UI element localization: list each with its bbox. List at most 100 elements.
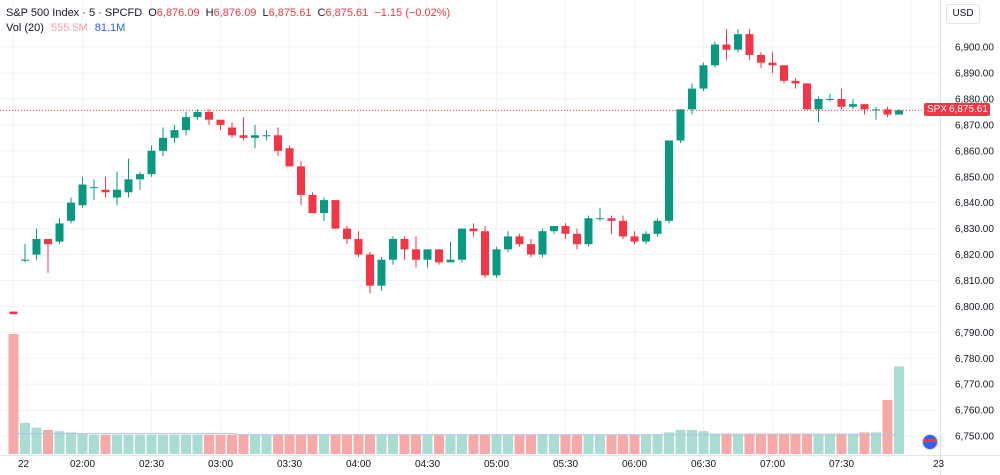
- y-tick-label: 6,790.00: [955, 328, 994, 339]
- volume-bar: [215, 434, 226, 454]
- y-tick-label: 6,850.00: [955, 172, 994, 183]
- volume-bar: [261, 434, 272, 454]
- volume-bar: [779, 433, 789, 454]
- volume-bar: [687, 430, 697, 454]
- candle-body: [584, 218, 593, 245]
- candle-body: [872, 109, 880, 111]
- volume-bar: [618, 434, 628, 454]
- candle-body: [837, 98, 846, 107]
- volume-bar: [365, 434, 375, 454]
- price-line-symbol-badge: SPX: [924, 103, 951, 116]
- candle-body: [331, 200, 340, 229]
- volume-bar: [135, 434, 145, 454]
- candle-body: [343, 228, 351, 239]
- candle-body: [308, 194, 317, 214]
- legend-ohlc-row: S&P 500 Index · 5 · SPCFD O6,876.09 H6,8…: [6, 6, 450, 21]
- volume-bar: [181, 434, 191, 454]
- candle-body: [285, 148, 294, 167]
- candle-body: [78, 184, 87, 206]
- candle-body: [159, 137, 167, 151]
- candle-body: [147, 150, 156, 175]
- x-tick-label: 22: [18, 459, 30, 470]
- legend-volume-row: Vol (20) 555.5M 81.1M: [6, 21, 450, 36]
- legend-volume-ma: 81.1M: [94, 22, 126, 34]
- candle-body: [136, 174, 144, 180]
- candle-body: [492, 249, 501, 276]
- volume-bar: [871, 432, 881, 454]
- candle-body: [653, 220, 662, 234]
- volume-bar: [54, 431, 65, 454]
- x-tick-label: 04:30: [415, 459, 440, 470]
- volume-bar: [813, 433, 824, 454]
- volume-bar: [744, 433, 755, 454]
- volume-bar: [227, 434, 237, 454]
- volume-bar: [859, 432, 870, 454]
- volume-bar: [767, 433, 778, 454]
- volume-bar: [89, 434, 99, 454]
- volume-bar: [549, 434, 559, 454]
- candle-body: [596, 218, 604, 220]
- volume-bar: [8, 334, 19, 454]
- legend-symbol[interactable]: S&P 500 Index · 5 · SPCFD: [6, 7, 143, 19]
- candle-body: [21, 259, 29, 261]
- candle-body: [550, 226, 558, 232]
- candle-body: [515, 236, 524, 245]
- candle-body: [251, 135, 259, 138]
- candle-body: [9, 311, 18, 315]
- legend-high-label: H: [205, 7, 214, 19]
- x-tick-label: 02:00: [70, 459, 95, 470]
- volume-bar: [606, 434, 617, 454]
- volume-bar: [790, 433, 801, 454]
- legend-high-value: 6,876.09: [213, 7, 257, 19]
- volume-bar: [802, 433, 812, 454]
- candle-body: [55, 223, 64, 242]
- volume-bar: [422, 434, 433, 454]
- y-tick-label: 6,760.00: [955, 406, 994, 417]
- candle-body: [182, 117, 190, 131]
- candle-body: [849, 104, 857, 107]
- candle-body: [44, 238, 52, 245]
- y-tick-label: 6,900.00: [955, 43, 994, 54]
- candle-body: [423, 249, 432, 260]
- candle-body: [297, 166, 305, 195]
- candle-body: [412, 249, 420, 260]
- y-tick-label: 6,870.00: [955, 120, 994, 131]
- candle-body: [170, 130, 179, 138]
- candle-body: [400, 238, 409, 250]
- candle-body: [354, 238, 363, 255]
- candle-body: [228, 127, 236, 136]
- candle-body: [389, 238, 397, 260]
- candle-body: [711, 44, 719, 66]
- volume-bar: [434, 434, 444, 454]
- x-tick-label: 05:30: [553, 459, 578, 470]
- y-tick-label: 6,840.00: [955, 198, 994, 209]
- candle-body: [124, 179, 133, 193]
- candle-body: [239, 135, 248, 138]
- candle-body: [883, 109, 892, 115]
- x-tick-label: 03:00: [208, 459, 233, 470]
- candle-body: [734, 34, 742, 50]
- candle-body: [573, 233, 581, 245]
- x-tick-label: 04:00: [346, 459, 371, 470]
- candle-body: [676, 109, 685, 141]
- volume-bar: [595, 434, 605, 454]
- legend-change: −1.15 (−0.02%): [374, 7, 451, 19]
- volume-bar: [825, 433, 835, 454]
- candle-body: [607, 218, 616, 221]
- candle-body: [561, 226, 570, 234]
- candle-body: [469, 228, 478, 232]
- candle-body: [745, 34, 754, 55]
- volume-bar: [629, 434, 640, 454]
- legend-volume-value: 555.5M: [50, 22, 88, 34]
- candle-body: [377, 259, 386, 286]
- volume-bar: [457, 434, 467, 454]
- candle-body: [803, 83, 811, 110]
- candle-body: [504, 236, 512, 250]
- volume-bar: [503, 434, 513, 454]
- currency-button[interactable]: USD: [946, 4, 980, 24]
- volume-bar: [399, 434, 410, 454]
- legend-volume-label[interactable]: Vol (20): [6, 22, 44, 34]
- volume-bar: [514, 434, 525, 454]
- candle-body: [688, 88, 696, 110]
